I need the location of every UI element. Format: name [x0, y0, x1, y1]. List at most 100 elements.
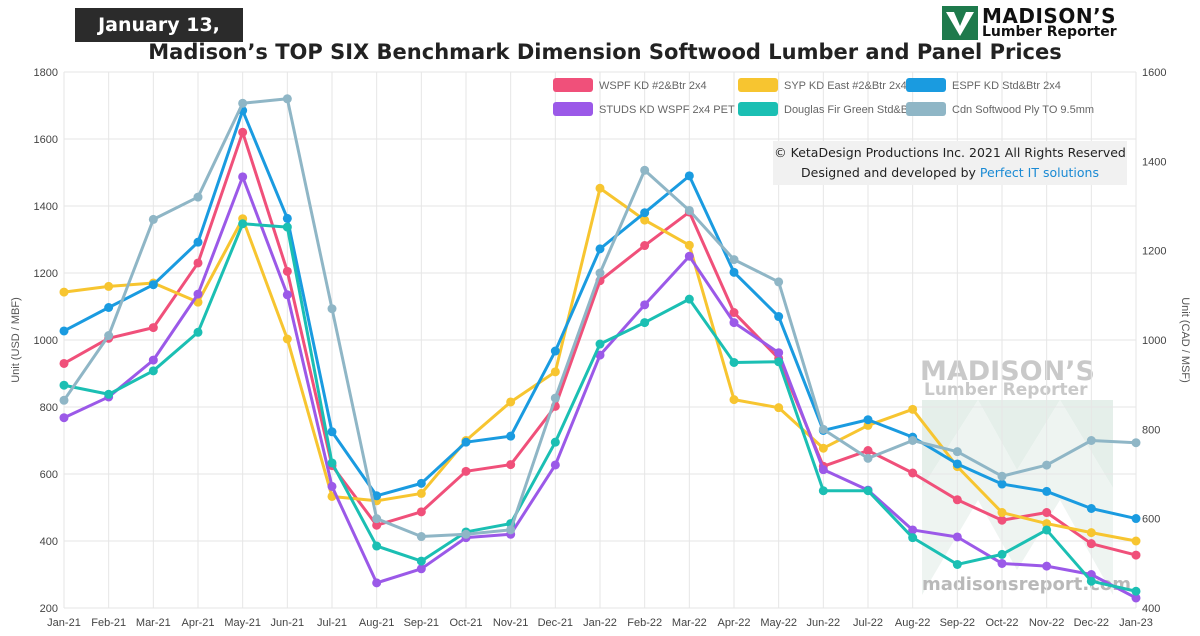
- data-point: [193, 192, 203, 202]
- data-point: [416, 507, 426, 517]
- data-point: [1042, 460, 1052, 470]
- y-tick-label: 400: [40, 536, 58, 548]
- data-point: [372, 520, 382, 530]
- data-point: [684, 205, 694, 215]
- series: [59, 94, 1141, 542]
- data-point: [1131, 550, 1141, 560]
- data-point: [550, 367, 560, 377]
- legend-swatch: [906, 102, 946, 116]
- data-point: [416, 564, 426, 574]
- logo-icon: [942, 6, 978, 40]
- x-tick-label: Apr-22: [717, 617, 750, 629]
- date-badge: January 13, 2023: [75, 8, 243, 70]
- data-point: [952, 447, 962, 457]
- x-tick-label: Nov-21: [493, 617, 528, 629]
- x-tick-label: Sep-21: [404, 617, 439, 629]
- data-point: [1086, 504, 1096, 514]
- data-point: [640, 300, 650, 310]
- x-tick-label: Oct-21: [449, 617, 482, 629]
- data-point: [952, 495, 962, 505]
- x-tick-label: Oct-22: [985, 617, 1018, 629]
- data-point: [416, 532, 426, 542]
- data-point: [997, 508, 1007, 518]
- data-point: [774, 403, 784, 413]
- data-point: [640, 215, 650, 225]
- data-point: [1042, 525, 1052, 535]
- data-point: [327, 427, 337, 437]
- data-point: [640, 241, 650, 251]
- copyright-box: © KetaDesign Productions Inc. 2021 All R…: [773, 141, 1127, 185]
- data-point: [1131, 514, 1141, 524]
- data-point: [372, 578, 382, 588]
- data-point: [640, 208, 650, 218]
- data-point: [684, 240, 694, 250]
- data-point: [952, 532, 962, 542]
- data-point: [193, 258, 203, 268]
- data-point: [1131, 593, 1141, 603]
- data-point: [818, 443, 828, 453]
- data-point: [327, 304, 337, 314]
- x-tick-label: Nov-22: [1029, 617, 1064, 629]
- watermark-subtitle: Lumber Reporter: [924, 380, 1088, 400]
- data-point: [193, 289, 203, 299]
- data-point: [640, 318, 650, 328]
- x-tick-label: Jul-22: [853, 617, 883, 629]
- data-point: [1131, 438, 1141, 448]
- data-point: [461, 529, 471, 539]
- data-point: [506, 460, 516, 470]
- data-point: [908, 533, 918, 543]
- x-tick-label: Jul-21: [317, 617, 347, 629]
- data-point: [550, 393, 560, 403]
- data-point: [684, 171, 694, 181]
- data-point: [640, 165, 650, 175]
- data-point: [461, 466, 471, 476]
- data-point: [148, 355, 158, 365]
- y-tick-label: 600: [40, 469, 58, 481]
- legend-label: Douglas Fir Green Std&Btr 2x4: [784, 104, 936, 116]
- data-point: [59, 287, 69, 297]
- data-point: [59, 413, 69, 423]
- data-point: [774, 312, 784, 322]
- y-tick-label: 1200: [34, 268, 58, 280]
- y2-tick-label: 400: [1142, 603, 1160, 615]
- data-point: [550, 437, 560, 447]
- data-point: [238, 127, 248, 137]
- data-point: [148, 280, 158, 290]
- legend-swatch: [738, 102, 778, 116]
- data-point: [729, 357, 739, 367]
- data-point: [104, 389, 114, 399]
- data-point: [372, 541, 382, 551]
- legend-label: ESPF KD Std&Btr 2x4: [952, 80, 1061, 92]
- data-point: [595, 350, 605, 360]
- data-point: [997, 558, 1007, 568]
- data-point: [997, 471, 1007, 481]
- data-point: [550, 460, 560, 470]
- legend-swatch: [553, 102, 593, 116]
- data-point: [416, 488, 426, 498]
- data-point: [774, 357, 784, 367]
- credit-link[interactable]: Perfect IT solutions: [979, 165, 1099, 180]
- logo-line1: MADISON’S: [982, 4, 1117, 28]
- legend-label: Cdn Softwood Ply TO 9.5mm: [952, 104, 1094, 116]
- data-point: [1086, 436, 1096, 445]
- x-tick-label: May-22: [760, 617, 797, 629]
- data-point: [416, 556, 426, 566]
- x-tick-label: Jun-21: [271, 617, 305, 629]
- data-point: [863, 453, 873, 463]
- logo-line2: Lumber Reporter: [982, 24, 1117, 40]
- y-tick-label: 1800: [34, 67, 58, 79]
- data-point: [595, 268, 605, 278]
- data-point: [1086, 528, 1096, 538]
- axes: 200 400 600 800 1000 1200 1400 1600 1800 400 600 80…: [10, 67, 1191, 629]
- data-point: [1042, 561, 1052, 571]
- x-tick-label: Sep-22: [940, 617, 975, 629]
- x-tick-label: Feb-22: [627, 617, 662, 629]
- data-point: [1131, 586, 1141, 596]
- data-point: [506, 431, 516, 441]
- data-point: [908, 468, 918, 478]
- x-tick-label: Jan-23: [1119, 617, 1153, 629]
- date-bold: January 13,: [98, 14, 220, 36]
- y2-tick-label: 600: [1142, 514, 1160, 526]
- watermark-shape: [922, 400, 1113, 595]
- y2-tick-label: 1400: [1142, 156, 1166, 168]
